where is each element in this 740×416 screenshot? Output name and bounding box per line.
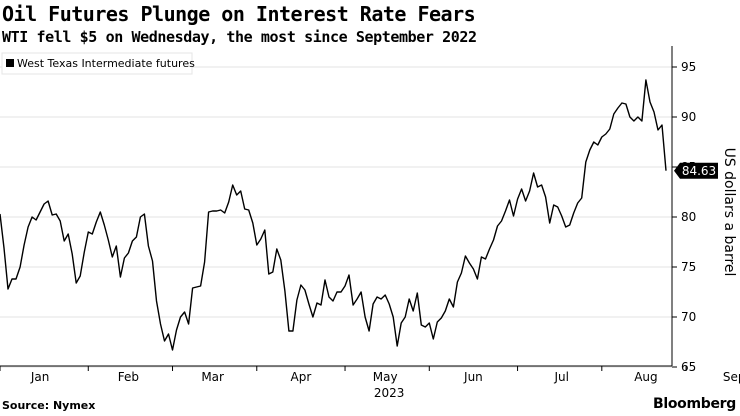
x-tick-label: Jul: [553, 370, 568, 384]
brand-logo: Bloomberg: [652, 396, 736, 412]
x-tick-label: Apr: [291, 370, 312, 384]
legend-box: [1, 52, 193, 75]
x-tick-label: May: [373, 370, 398, 384]
y-axis-title: US dollars a barrel: [721, 148, 737, 277]
y-tick-label: 65: [681, 360, 696, 374]
legend: West Texas Intermediate futures: [1, 52, 195, 75]
last-value-pointer: [674, 162, 718, 179]
y-tick-label: 80: [681, 210, 696, 224]
last-value-callout: 84.63: [674, 162, 718, 179]
x-tick-label: Jan: [30, 370, 50, 384]
x-tick-label: Mar: [201, 370, 224, 384]
x-tick-label: Aug: [634, 370, 657, 384]
chart-subtitle: WTI fell $5 on Wednesday, the most since…: [2, 28, 477, 46]
x-tick-label: Feb: [118, 370, 139, 384]
x-tick-label: Jun: [463, 370, 483, 384]
y-tick-label: 75: [681, 260, 696, 274]
y-tick-label: 95: [681, 60, 696, 74]
source-note: Source: Nymex: [2, 399, 96, 412]
x-tick-label: Sep: [723, 370, 740, 384]
x-year-label: 2023: [374, 386, 405, 400]
chart-title: Oil Futures Plunge on Interest Rate Fear…: [2, 2, 476, 26]
series-line-wti: [0, 79, 667, 351]
legend-label: West Texas Intermediate futures: [17, 57, 195, 70]
last-value-label: 84.63: [682, 164, 716, 178]
y-tick-label: 90: [681, 110, 696, 124]
y-tick-label: 70: [681, 310, 696, 324]
legend-swatch: [6, 59, 14, 67]
